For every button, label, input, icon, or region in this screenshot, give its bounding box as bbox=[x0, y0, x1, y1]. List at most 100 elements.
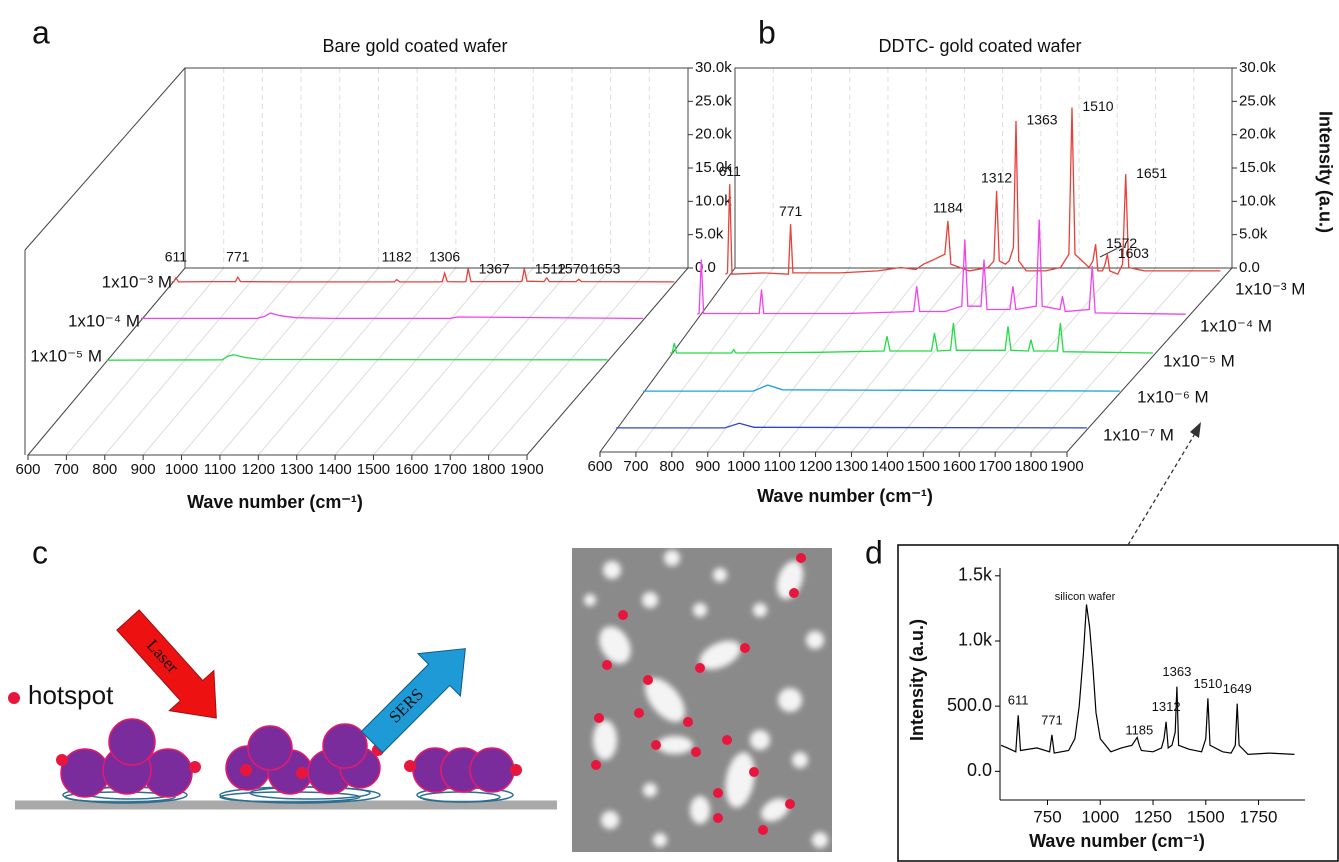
grid-line bbox=[66, 267, 225, 456]
x-tick-label: 1900 bbox=[510, 461, 543, 478]
grid-line bbox=[851, 267, 1004, 453]
peak-label: 1510 bbox=[1193, 676, 1222, 691]
x-tick-label: 1200 bbox=[799, 458, 832, 475]
peak-label: 1363 bbox=[1162, 664, 1191, 679]
series-label: 1x10⁻⁵ M bbox=[1163, 351, 1235, 370]
grid-line bbox=[373, 267, 534, 456]
panel-title: DDTC- gold coated wafer bbox=[878, 36, 1081, 56]
series-label: 1x10⁻⁷ M bbox=[1103, 425, 1174, 444]
panel-label: b bbox=[758, 14, 776, 50]
spectrum bbox=[1000, 604, 1295, 756]
grid-line bbox=[488, 267, 650, 456]
laser-arrow: Laser bbox=[116, 609, 217, 719]
hotspots bbox=[56, 744, 522, 779]
peak-label: 611 bbox=[1008, 693, 1029, 708]
grid-line bbox=[219, 267, 379, 456]
z-tick-label: 5.0k bbox=[695, 226, 724, 243]
z-tick-label: 25.0k bbox=[1239, 92, 1276, 109]
annotation: silicon wafer bbox=[1055, 591, 1116, 603]
series-label: 1x10⁻⁴ M bbox=[68, 311, 140, 330]
back-wall bbox=[184, 67, 689, 269]
grid-line bbox=[707, 267, 851, 453]
grid-line bbox=[671, 267, 812, 453]
x-tick-label: 1000 bbox=[165, 461, 198, 478]
panel-label: a bbox=[32, 14, 50, 50]
series-label: 1x10⁻⁵ M bbox=[30, 346, 102, 365]
peak-label: 1363 bbox=[1026, 112, 1057, 128]
x-tick-label: 1700 bbox=[434, 461, 467, 478]
floor bbox=[26, 267, 690, 456]
series-label: 1x10⁻⁴ M bbox=[1200, 316, 1272, 335]
panel-label: c bbox=[32, 534, 48, 570]
grid-line bbox=[257, 267, 418, 456]
wall-edge bbox=[24, 67, 186, 251]
x-axis-label: Wave number (cm⁻¹) bbox=[757, 486, 933, 506]
grid-line bbox=[104, 267, 263, 456]
spectrum bbox=[696, 219, 1186, 315]
spectrum bbox=[643, 384, 1120, 392]
grid-line bbox=[887, 267, 1042, 453]
z-tick-label: 10.0k bbox=[1239, 192, 1276, 209]
peak-label: 1312 bbox=[1152, 699, 1181, 714]
peak-label: 1603 bbox=[1118, 245, 1149, 261]
grid-line bbox=[922, 267, 1080, 453]
grid-line bbox=[1030, 267, 1195, 453]
grid-line bbox=[635, 267, 774, 453]
sers-arrow: SERS bbox=[360, 648, 466, 754]
grid-line bbox=[181, 267, 341, 456]
hotspot-marker bbox=[8, 692, 20, 704]
peak-label: 771 bbox=[779, 203, 803, 219]
z-tick-label: 0.0 bbox=[695, 259, 716, 276]
grid-line bbox=[334, 267, 495, 456]
x-tick-label: 1600 bbox=[395, 461, 428, 478]
x-tick-label: 900 bbox=[131, 461, 156, 478]
x-axis-label: Wave number (cm⁻¹) bbox=[1029, 831, 1205, 851]
peak-label: 1572 bbox=[1106, 235, 1137, 251]
z-tick-label: 15.0k bbox=[695, 159, 732, 176]
grid-line bbox=[142, 267, 302, 456]
y-tick-label: 1.5k bbox=[958, 565, 993, 585]
z-tick-label: 0.0 bbox=[1239, 259, 1260, 276]
x-tick-label: 800 bbox=[92, 461, 117, 478]
peak-label: 1184 bbox=[933, 200, 963, 216]
peak-label: 1510 bbox=[1082, 98, 1113, 114]
grid-line bbox=[296, 267, 457, 456]
grid-line bbox=[743, 267, 889, 453]
nanoparticles bbox=[60, 718, 515, 798]
z-axis-label: Intensity (a.u.) bbox=[1315, 111, 1335, 233]
panel-title: Bare gold coated wafer bbox=[322, 36, 507, 56]
x-tick-label: 1800 bbox=[472, 461, 505, 478]
x-tick-label: 1100 bbox=[204, 461, 236, 478]
x-tick-label: 750 bbox=[1033, 807, 1061, 826]
x-tick-label: 600 bbox=[15, 461, 40, 478]
y-tick-label: 500.0 bbox=[947, 695, 992, 715]
z-tick-label: 15.0k bbox=[1239, 159, 1276, 176]
x-tick-label: 1500 bbox=[907, 458, 940, 475]
inset-frame bbox=[897, 544, 1339, 862]
x-tick-label: 1600 bbox=[943, 458, 976, 475]
grid-line bbox=[449, 267, 611, 456]
z-tick-label: 30.0k bbox=[1239, 59, 1276, 76]
x-tick-label: 1300 bbox=[835, 458, 868, 475]
x-tick-label: 700 bbox=[54, 461, 79, 478]
z-tick-label: 30.0k bbox=[695, 59, 732, 76]
x-tick-label: 1200 bbox=[242, 461, 275, 478]
spectrum bbox=[141, 312, 643, 320]
peak-label: 1653 bbox=[589, 261, 620, 277]
spectrum bbox=[616, 422, 1087, 429]
spectrum bbox=[725, 107, 1221, 276]
z-tick-label: 20.0k bbox=[1239, 126, 1276, 143]
series-label: 1x10⁻³ M bbox=[102, 272, 172, 291]
grid-line bbox=[994, 267, 1156, 453]
y-axis-label: Intensity (a.u.) bbox=[907, 619, 927, 741]
peak-label: 1367 bbox=[479, 261, 510, 277]
peak-label: 1649 bbox=[1223, 681, 1252, 696]
z-tick-label: 20.0k bbox=[695, 126, 732, 143]
peak-label: 1651 bbox=[1136, 165, 1167, 181]
spectrum bbox=[670, 322, 1153, 354]
peak-label: 611 bbox=[719, 163, 742, 179]
z-tick-label: 25.0k bbox=[695, 92, 732, 109]
x-tick-label: 800 bbox=[659, 458, 684, 475]
series-label: 1x10⁻⁶ M bbox=[1137, 387, 1209, 406]
